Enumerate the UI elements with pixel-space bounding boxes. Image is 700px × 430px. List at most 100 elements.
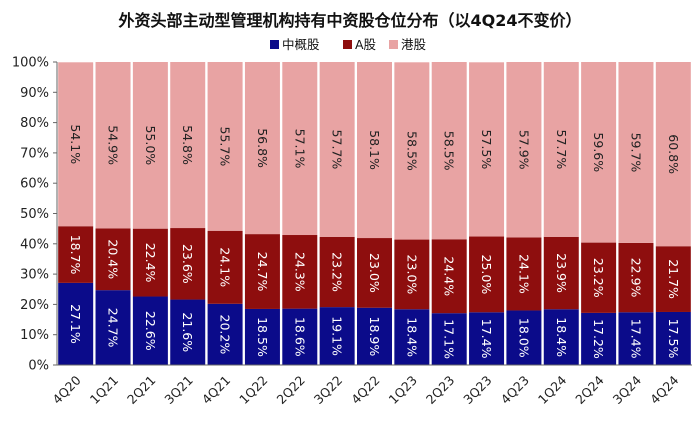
legend-swatch [270, 40, 279, 49]
bar-segment [244, 62, 280, 235]
bar-segment [543, 309, 579, 365]
bar-stack-2Q23: 17.1% 24.4% 58.5% [431, 62, 467, 365]
bar-segment [618, 312, 654, 365]
legend-swatch [343, 40, 352, 49]
bar-segment [655, 246, 691, 312]
bar-stack-4Q21: 20.2% 24.1% 55.7% [207, 62, 243, 365]
data-label: 17.5% [666, 319, 681, 359]
bar-segment [357, 62, 392, 239]
data-label: 57.1% [292, 129, 307, 169]
data-label: 58.5% [442, 131, 457, 171]
bar-segment [431, 62, 467, 240]
bar-segment [319, 307, 355, 365]
bar-segment [394, 62, 430, 240]
x-tick-label: 3Q22 [311, 373, 345, 407]
data-label: 22.6% [143, 311, 158, 351]
data-label: 23.0% [404, 255, 419, 295]
data-label: 54.9% [106, 125, 121, 165]
bar-stack-3Q23: 17.4% 25.0% 57.5% [469, 62, 505, 365]
bar-segment [357, 238, 392, 308]
y-tick-label: 40% [20, 237, 49, 252]
x-tick-label: 4Q21 [199, 373, 233, 407]
bar-segment [394, 309, 430, 365]
bar-segment [58, 282, 94, 365]
bar-stack-3Q21: 21.6% 23.6% 54.8% [170, 62, 206, 365]
y-tick-label: 10% [20, 328, 49, 343]
bar-segment [132, 296, 168, 365]
data-label: 54.8% [180, 125, 195, 165]
y-tick-label: 90% [20, 86, 49, 101]
data-label: 57.5% [479, 130, 494, 170]
data-label: 21.6% [180, 312, 195, 352]
data-label: 17.1% [442, 319, 457, 359]
bar-segment [319, 236, 355, 308]
legend-label: 中概股 [282, 37, 320, 52]
bar-stack-1Q23: 18.4% 23.0% 58.5% [394, 62, 430, 365]
bar-segment [282, 308, 318, 365]
data-label: 17.4% [479, 319, 494, 359]
y-tick-label: 50% [20, 207, 49, 222]
legend-item-2: A股 [343, 37, 377, 52]
x-tick-label: 1Q23 [386, 373, 420, 407]
data-label: 22.4% [143, 243, 158, 283]
bar-segment [58, 226, 94, 283]
bar-segment [319, 62, 355, 237]
bar-segment [469, 312, 505, 365]
data-label: 55.0% [143, 125, 158, 165]
data-label: 18.7% [68, 235, 83, 275]
bar-segment [95, 290, 131, 365]
bar-segment [543, 236, 579, 310]
bar-segment [469, 236, 505, 313]
data-label: 24.7% [255, 252, 270, 292]
bar-stack-1Q21: 24.7% 20.4% 54.9% [95, 62, 131, 365]
data-label: 55.7% [218, 127, 233, 167]
data-label: 56.8% [255, 128, 270, 168]
data-label: 54.1% [68, 124, 83, 164]
bar-segment [170, 62, 206, 229]
data-label: 23.2% [330, 252, 345, 292]
x-tick-label: 2Q22 [273, 373, 307, 407]
bar-stack-4Q22: 18.9% 23.0% 58.1% [357, 62, 392, 365]
x-tick-label: 4Q20 [49, 372, 83, 406]
bar-segment [132, 228, 168, 297]
bar-segment [207, 62, 243, 231]
x-tick-label: 4Q22 [348, 373, 382, 407]
data-label: 24.7% [106, 308, 121, 348]
data-label: 18.4% [554, 317, 569, 357]
legend-label: A股 [355, 37, 377, 52]
bar-segment [132, 62, 168, 229]
bar-stack-4Q24: 17.5% 21.7% 60.8% [655, 62, 691, 365]
bar-segment [282, 62, 318, 236]
bar-segment [431, 239, 467, 314]
bar-segment [506, 310, 542, 365]
bar-segment [581, 242, 617, 313]
bar-stack-2Q21: 22.6% 22.4% 55.0% [132, 62, 168, 365]
x-tick-label: 1Q22 [236, 373, 270, 407]
y-tick-label: 70% [20, 146, 49, 161]
bar-segment [506, 237, 542, 311]
bar-segment [469, 62, 505, 237]
data-label: 18.9% [367, 317, 382, 357]
x-tick-label: 4Q23 [498, 373, 532, 407]
bar-segment [170, 299, 206, 365]
data-label: 23.9% [554, 253, 569, 293]
bar-segment [618, 62, 654, 243]
data-label: 59.7% [628, 133, 643, 173]
bar-stack-3Q24: 17.4% 22.9% 59.7% [618, 62, 654, 365]
y-tick-label: 0% [28, 359, 49, 374]
bar-stack-1Q24: 18.4% 23.9% 57.7% [543, 62, 579, 365]
chart-title: 外资头部主动型管理机构持有中资股仓位分布（以4Q24不变价） [117, 11, 581, 30]
bar-stack-2Q24: 17.2% 23.2% 59.6% [581, 62, 617, 365]
bar-segment [618, 242, 654, 313]
data-label: 20.4% [106, 239, 121, 279]
bar-segment [58, 62, 94, 227]
data-label: 27.1% [68, 304, 83, 344]
x-tick-label: 2Q21 [124, 373, 158, 407]
bar-segment [543, 62, 579, 237]
bar-segment [170, 228, 206, 300]
bar-segment [207, 230, 243, 304]
bar-segment [282, 235, 318, 309]
bar-segment [655, 311, 691, 365]
data-label: 23.0% [367, 253, 382, 293]
